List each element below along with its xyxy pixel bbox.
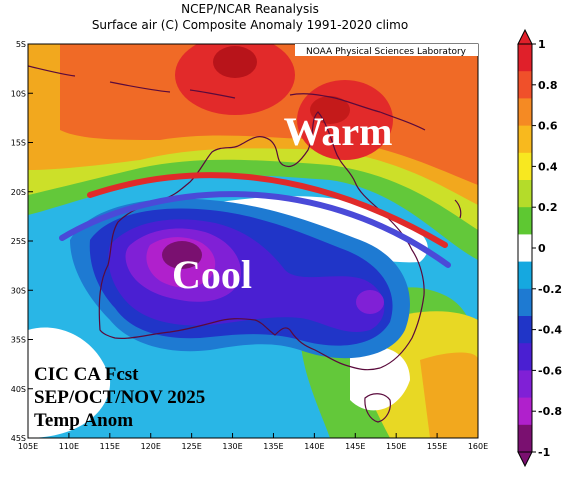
colorbar-max-arrow bbox=[517, 28, 533, 45]
colorbar-tick-label: -0.2 bbox=[538, 283, 562, 296]
lon-tick-label: 105E bbox=[18, 442, 38, 451]
lat-tick-label: 5S bbox=[16, 40, 26, 49]
new-caledonia-coastline bbox=[454, 199, 462, 219]
colorbar-tick-label: 0 bbox=[538, 242, 546, 255]
colorbar-segment bbox=[518, 98, 532, 127]
colorbar-tick-label: -1 bbox=[538, 446, 550, 459]
lon-tick-label: 155E bbox=[427, 442, 447, 451]
chart-title-line1: NCEP/NCAR Reanalysis bbox=[181, 2, 319, 16]
chart-title-line2: Surface air (C) Composite Anomaly 1991-2… bbox=[91, 18, 409, 32]
lon-tick-label: 150E bbox=[386, 442, 406, 451]
forecast-label-line1: CIC CA Fcst bbox=[34, 364, 139, 385]
lon-tick-label: 115E bbox=[100, 442, 120, 451]
tasmania-coastline bbox=[364, 393, 391, 423]
new-guinea-coastline bbox=[289, 93, 426, 131]
latitude-axis: 5S 10S 15S 20S 25S 30S 35S 40S 45S bbox=[11, 40, 33, 443]
colorbar-ticks: 1 0.8 0.6 0.4 0.2 0 -0.2 -0.4 -0.6 -0.8 -1 bbox=[532, 38, 562, 459]
colorbar-segment bbox=[518, 343, 532, 371]
lon-tick-label: 125E bbox=[181, 442, 201, 451]
colorbar-segment bbox=[518, 288, 532, 317]
colorbar-tick-label: 1 bbox=[538, 38, 546, 51]
forecast-label-line3: Temp Anom bbox=[34, 410, 133, 431]
colorbar-segment bbox=[518, 261, 532, 290]
colorbar-tick-label: -0.4 bbox=[538, 324, 562, 337]
forecast-label-line2: SEP/OCT/NOV 2025 bbox=[34, 387, 205, 408]
lat-tick-label: 40S bbox=[11, 385, 26, 394]
colorbar-segment bbox=[518, 316, 532, 344]
lon-tick-label: 160E bbox=[468, 442, 488, 451]
colorbar-segment bbox=[518, 44, 532, 72]
colorbar-segment bbox=[518, 397, 532, 426]
lat-tick-label: 10S bbox=[11, 89, 26, 98]
colorbar-tick-label: 0.6 bbox=[538, 120, 558, 133]
colorbar-tick-label: -0.8 bbox=[538, 405, 562, 418]
lon-tick-label: 110E bbox=[59, 442, 79, 451]
colorbar-segments bbox=[517, 28, 533, 468]
cool-label: Cool bbox=[172, 252, 252, 297]
lon-tick-label: 140E bbox=[304, 442, 324, 451]
credit-box bbox=[295, 44, 478, 56]
colorbar-min-arrow bbox=[517, 451, 533, 468]
longitude-axis: 105E 110E 115E 120E 125E 130E 135E 140E 145E 150E… bbox=[18, 433, 488, 451]
lon-tick-label: 120E bbox=[141, 442, 161, 451]
lat-tick-label: 25S bbox=[11, 237, 26, 246]
lat-tick-label: 20S bbox=[11, 188, 26, 197]
colorbar-segment bbox=[518, 180, 532, 208]
colorbar-tick-label: 0.2 bbox=[538, 201, 558, 214]
lat-tick-label: 45S bbox=[11, 434, 26, 443]
lon-tick-label: 145E bbox=[345, 442, 365, 451]
colorbar-segment bbox=[518, 71, 532, 99]
colorbar-segment bbox=[518, 234, 532, 263]
colorbar-tick-label: -0.6 bbox=[538, 364, 562, 377]
blue-boundary-arc bbox=[59, 191, 451, 268]
colorbar-segment bbox=[518, 370, 532, 399]
colorbar-tick-label: 0.4 bbox=[538, 160, 558, 173]
indonesia-coastline bbox=[28, 65, 236, 99]
colorbar-segment bbox=[518, 424, 532, 453]
lon-tick-label: 135E bbox=[263, 442, 283, 451]
colorbar-tick-label: 0.8 bbox=[538, 79, 558, 92]
warm-label: Warm bbox=[284, 109, 393, 154]
colorbar-segment bbox=[518, 152, 532, 181]
colorbar-segment bbox=[518, 125, 532, 154]
lat-tick-label: 35S bbox=[11, 336, 26, 345]
red-boundary-arc bbox=[87, 172, 448, 248]
credit-label: NOAA Physical Sciences Laboratory bbox=[306, 47, 467, 57]
lat-tick-label: 15S bbox=[11, 139, 26, 148]
lat-tick-label: 30S bbox=[11, 286, 26, 295]
lon-tick-label: 130E bbox=[222, 442, 242, 451]
colorbar-segment bbox=[518, 207, 532, 235]
anomaly-field bbox=[28, 44, 478, 438]
